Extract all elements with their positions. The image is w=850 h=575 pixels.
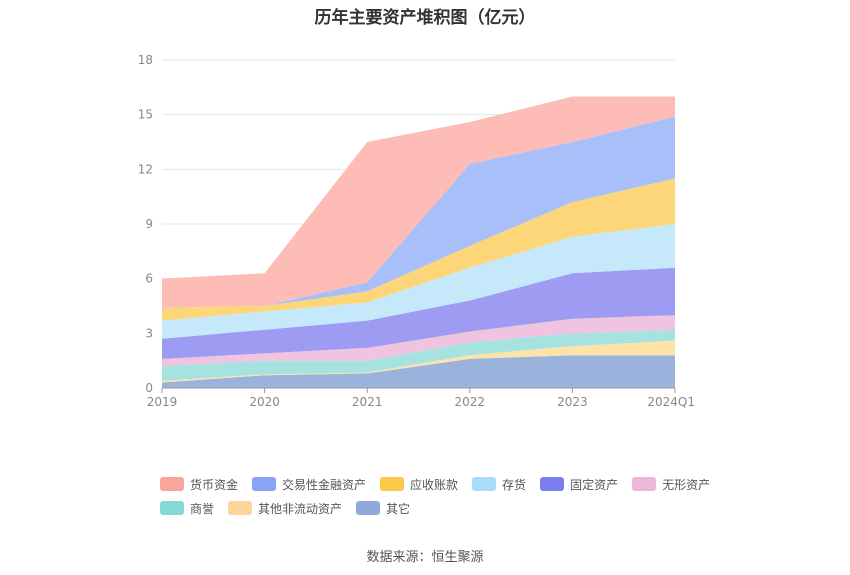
x-tick-label: 2023 xyxy=(557,395,588,409)
data-source: 数据来源：恒生聚源 xyxy=(366,550,484,565)
area-series-其他非流动资产 xyxy=(162,340,675,383)
x-tick-label: 2021 xyxy=(352,395,383,409)
area-series-应收账款 xyxy=(162,178,675,321)
axes: 0 3 6 9 12 15 18 2019 2020 2021 2022 2023 2024Q1 xyxy=(138,53,695,409)
legend-swatch xyxy=(472,477,497,491)
legend-item[interactable]: 固定资产 xyxy=(540,476,618,493)
legend-swatch xyxy=(160,501,184,515)
legend-item[interactable]: 其他非流动资产 xyxy=(228,500,342,517)
legend-label: 无形资产 xyxy=(662,477,711,492)
area-series-其它 xyxy=(162,355,675,388)
legend-swatch xyxy=(160,477,184,491)
y-tick-label: 15 xyxy=(138,108,153,122)
area-series-存货 xyxy=(162,224,675,339)
y-tick-label: 3 xyxy=(145,326,153,340)
legend-label: 交易性金融资产 xyxy=(282,477,367,492)
area-series-货币资金 xyxy=(162,96,675,308)
legend-item[interactable]: 无形资产 xyxy=(632,476,710,493)
legend-item[interactable]: 其它 xyxy=(356,500,410,517)
legend-swatch xyxy=(632,477,657,491)
legend-item[interactable]: 存货 xyxy=(472,476,526,493)
legend: 货币资金 交易性金融资产 应收账款 存货 固定资产 无形资产 商誉 其他非流动资产 其它 xyxy=(160,472,720,520)
x-tick-label: 2020 xyxy=(249,395,280,409)
legend-swatch xyxy=(252,477,277,491)
area-series-固定资产 xyxy=(162,267,675,359)
x-tick-label: 2022 xyxy=(455,395,486,409)
legend-label: 商誉 xyxy=(190,501,215,516)
legend-label: 应收账款 xyxy=(410,477,459,492)
legend-label: 货币资金 xyxy=(190,477,239,492)
y-tick-label: 12 xyxy=(138,162,153,176)
area-series xyxy=(162,96,675,388)
y-tick-label: 18 xyxy=(138,53,153,67)
x-tick-label: 2019 xyxy=(147,395,178,409)
legend-item[interactable]: 交易性金融资产 xyxy=(252,476,366,493)
legend-swatch xyxy=(380,477,405,491)
legend-row-2: 商誉 其他非流动资产 其它 xyxy=(160,496,720,520)
y-tick-label: 9 xyxy=(145,217,153,231)
area-series-交易性金融资产 xyxy=(162,116,675,308)
legend-label: 其它 xyxy=(386,501,411,516)
legend-row-1: 货币资金 交易性金融资产 应收账款 存货 固定资产 无形资产 xyxy=(160,472,720,496)
legend-swatch xyxy=(356,501,381,515)
chart-title: 历年主要资产堆积图（亿元） xyxy=(314,8,536,28)
area-series-商誉 xyxy=(162,329,675,381)
y-tick-label: 6 xyxy=(145,272,153,286)
legend-item[interactable]: 货币资金 xyxy=(160,476,238,493)
x-tick-label: 2024Q1 xyxy=(647,395,695,409)
legend-item[interactable]: 应收账款 xyxy=(380,476,458,493)
legend-swatch xyxy=(540,477,565,491)
y-tick-label: 0 xyxy=(145,381,153,395)
area-series-无形资产 xyxy=(162,315,675,367)
legend-label: 其他非流动资产 xyxy=(258,501,343,516)
legend-label: 固定资产 xyxy=(570,477,619,492)
legend-swatch xyxy=(228,501,253,515)
legend-item[interactable]: 商誉 xyxy=(160,500,214,517)
legend-label: 存货 xyxy=(502,477,527,492)
